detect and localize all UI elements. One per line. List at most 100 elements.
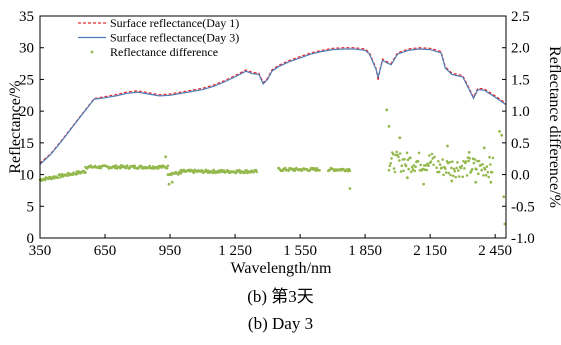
difference-point [429,160,433,163]
difference-point [463,167,466,170]
difference-point [398,159,401,162]
difference-point [125,164,129,167]
difference-point [475,168,478,171]
difference-point [433,155,436,159]
difference-point [457,169,460,172]
difference-point [470,168,474,171]
difference-point [461,175,465,179]
difference-point [454,175,458,179]
difference-point [435,166,438,169]
y-axis-title: Reflectance/% [7,80,24,173]
difference-point [481,163,484,166]
series-line-day1 [39,47,507,164]
difference-outlier-point [446,144,449,148]
difference-point [400,164,404,167]
legend-label: Surface reflectance(Day 1) [110,16,239,30]
difference-point [452,167,456,171]
difference-point [387,168,391,172]
difference-point [477,172,480,175]
difference-point [395,150,399,154]
difference-point [460,164,464,168]
difference-outlier-point [406,176,409,180]
difference-point [148,164,151,168]
plot-data-layer [38,47,507,226]
difference-outlier-point [502,195,506,199]
difference-point [441,158,445,161]
difference-outlier-point [167,182,171,186]
difference-point [457,175,461,178]
difference-outlier-point [467,151,471,154]
y2-tick-label: 1.5 [511,72,530,88]
y-tick-label: 25 [19,72,34,88]
difference-point [389,162,393,165]
difference-point [392,153,395,156]
difference-point [407,167,411,171]
difference-outlier-point [348,187,352,190]
y-tick-label: 15 [19,136,34,152]
difference-point [444,171,448,174]
difference-point [284,166,287,170]
difference-point [456,161,459,164]
difference-point [483,168,487,171]
difference-point [179,172,183,175]
difference-outlier-point [398,136,402,140]
difference-outlier-point [482,146,486,150]
difference-point [462,159,465,163]
difference-point [43,178,47,182]
x-tick-label: 2 450 [478,243,512,259]
difference-point [491,156,495,160]
difference-point [424,164,428,167]
difference-point [450,166,453,170]
legend-label: Reflectance difference [110,45,218,59]
difference-outlier-point [498,130,501,133]
x-tick-label: 950 [159,243,182,259]
difference-point [114,164,118,167]
difference-point [419,163,423,167]
difference-outlier-point [170,180,174,184]
axes-layer: 350 650 950 1 250 1 550 1 850 2 150 2 450 0 5 10 15… [7,9,561,277]
difference-point [473,158,477,161]
difference-point [487,175,491,179]
difference-point [318,169,321,172]
difference-point [472,161,476,165]
difference-outlier-point [385,108,389,112]
difference-point [465,174,469,177]
x-axis-title: Wavelength/nm [231,260,332,277]
difference-point [482,174,485,177]
legend: Surface reflectance(Day 1)Surface reflec… [78,16,239,59]
difference-point [464,160,468,163]
difference-point [459,166,463,170]
difference-point [157,167,160,170]
difference-point [490,170,494,174]
difference-point [413,169,417,173]
difference-point [444,167,447,170]
difference-point [133,164,137,168]
plot-frame [39,15,507,239]
difference-point [56,176,60,180]
difference-point [399,170,403,173]
difference-point [406,158,410,162]
difference-point [393,170,397,174]
difference-point [432,163,435,167]
difference-point [410,170,413,174]
difference-point [450,160,454,163]
difference-point [437,170,441,174]
difference-point [428,154,431,157]
chart-svg: 350 650 950 1 250 1 550 1 850 2 150 2 450 0 5 10 15… [7,9,561,277]
x-tick-label: 1 550 [283,243,317,259]
difference-point [348,169,352,173]
y2-tick-label: 2.0 [511,41,530,57]
difference-point [402,169,405,173]
difference-point [287,169,291,172]
difference-point [486,171,490,174]
y-tick-label: 10 [19,168,34,184]
difference-point [437,160,440,163]
difference-point [477,159,481,163]
difference-point [453,170,457,173]
difference-point [425,168,429,172]
x-tick-label: 350 [29,243,52,259]
difference-outlier-point [489,180,493,184]
difference-point [124,166,127,170]
difference-point [442,173,445,177]
